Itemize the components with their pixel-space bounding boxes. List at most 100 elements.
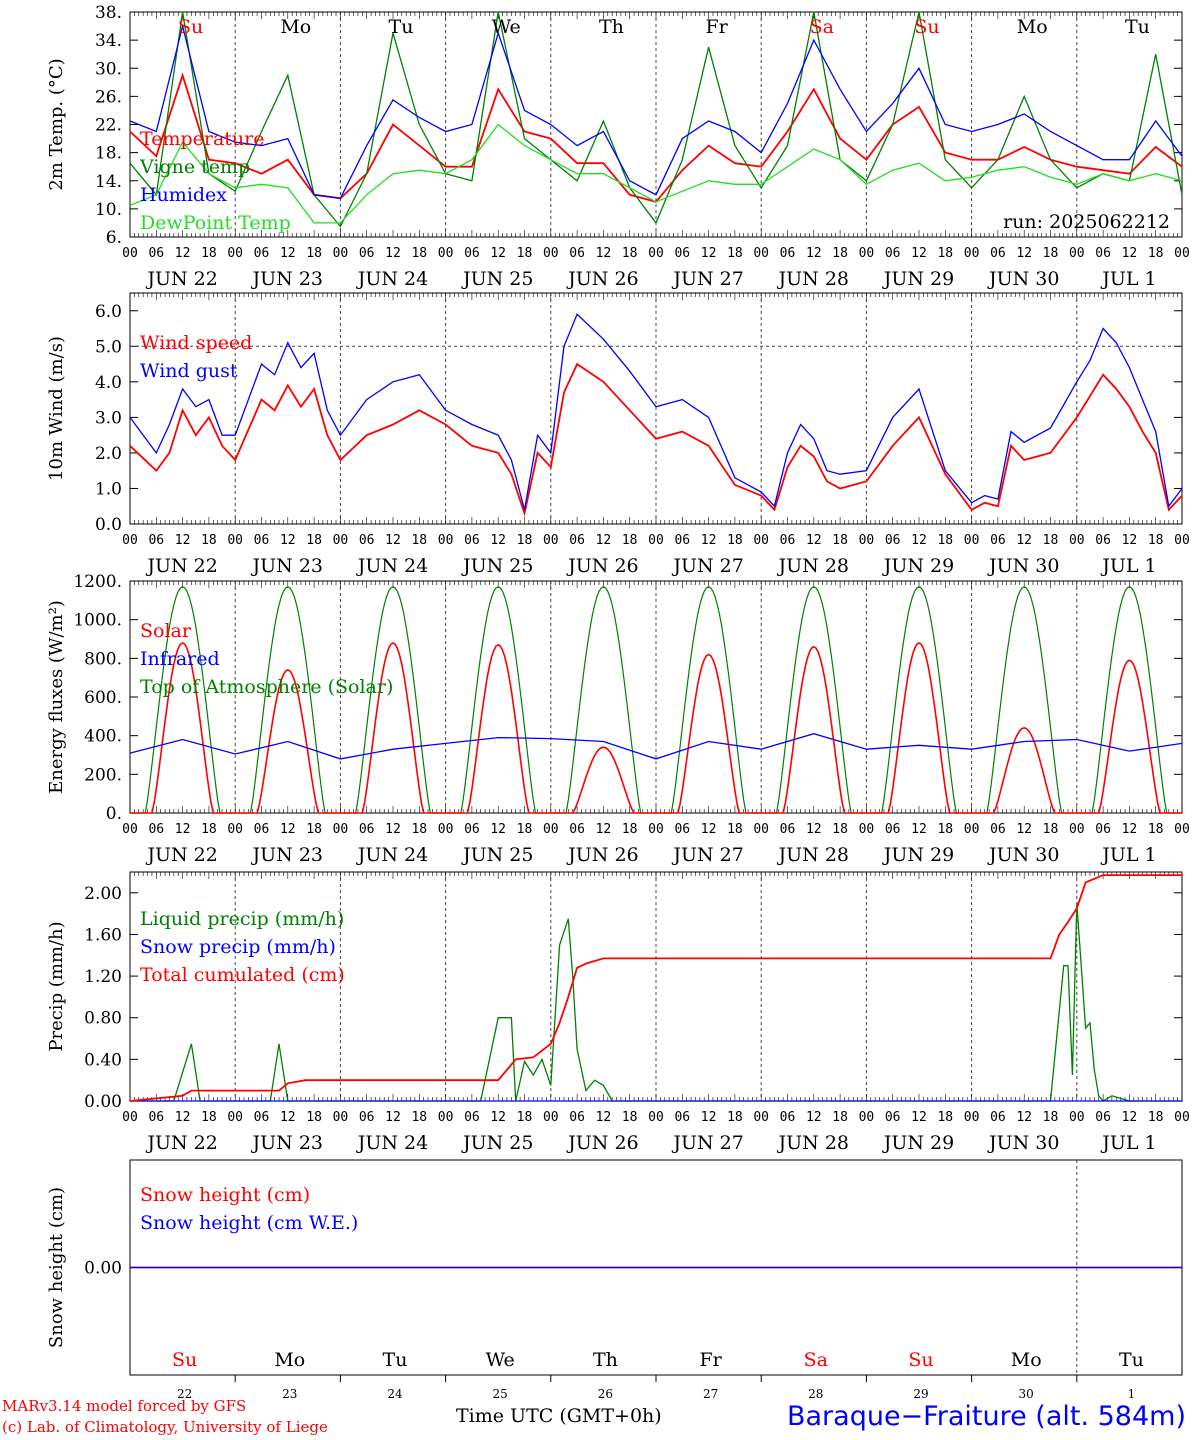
date-label: JUN 27 bbox=[671, 1132, 743, 1154]
hour-tick-label: 06 bbox=[464, 246, 480, 261]
hour-tick-label: 18 bbox=[1148, 533, 1164, 548]
hour-tick-label: 18 bbox=[937, 533, 953, 548]
hour-tick-label: 06 bbox=[990, 533, 1006, 548]
hour-tick-label: 00 bbox=[1069, 533, 1085, 548]
y-axis-label: Snow height (cm) bbox=[46, 1187, 67, 1348]
day-number-label: 22 bbox=[177, 1387, 192, 1400]
hour-tick-label: 18 bbox=[517, 246, 533, 261]
legend-entry: Vigne temp bbox=[139, 156, 250, 178]
day-number-label: 25 bbox=[493, 1387, 508, 1400]
date-label: JUN 28 bbox=[777, 268, 849, 290]
weekday-label: Mo bbox=[1017, 16, 1048, 38]
date-label: JUN 24 bbox=[356, 844, 428, 866]
hour-tick-label: 12 bbox=[490, 1110, 506, 1125]
hour-tick-label: 18 bbox=[411, 246, 427, 261]
series-line-infrared bbox=[129, 733, 1183, 760]
hour-tick-label: 18 bbox=[1148, 822, 1164, 837]
hour-tick-label: 18 bbox=[832, 822, 848, 837]
y-tick-label: 600. bbox=[84, 688, 122, 708]
hour-tick-label: 18 bbox=[1148, 1110, 1164, 1125]
hour-tick-label: 12 bbox=[280, 1110, 296, 1125]
series-line-solar bbox=[130, 641, 1182, 814]
hour-tick-label: 06 bbox=[1095, 1110, 1111, 1125]
hour-tick-label: 12 bbox=[701, 1110, 717, 1125]
hour-tick-label: 06 bbox=[780, 533, 796, 548]
weekday-label: Fr bbox=[705, 16, 728, 38]
hour-tick-label: 00 bbox=[227, 533, 243, 548]
hour-tick-label: 12 bbox=[596, 246, 612, 261]
series-line-wind-gust bbox=[129, 313, 1183, 510]
weekday-label: We bbox=[486, 1349, 515, 1371]
hour-tick-label: 18 bbox=[832, 246, 848, 261]
hour-tick-label: 12 bbox=[175, 246, 191, 261]
hour-tick-label: 06 bbox=[569, 246, 585, 261]
date-label: JUN 29 bbox=[882, 555, 954, 577]
y-axis-label: 2m Temp. (°C) bbox=[46, 58, 67, 190]
hour-tick-label: 00 bbox=[859, 1110, 875, 1125]
hour-tick-label: 18 bbox=[411, 1110, 427, 1125]
weekday-label: Tu bbox=[383, 1349, 408, 1371]
date-label: JUN 25 bbox=[461, 268, 533, 290]
y-tick-label: 1.60 bbox=[84, 925, 122, 945]
hour-tick-label: 12 bbox=[1016, 533, 1032, 548]
y-tick-label: 18. bbox=[95, 144, 122, 164]
y-tick-label: 0.80 bbox=[84, 1009, 122, 1029]
hour-tick-label: 06 bbox=[254, 533, 270, 548]
hour-tick-label: 12 bbox=[280, 533, 296, 548]
series-line-liquid-precip-mm-h- bbox=[130, 903, 1182, 1102]
hour-tick-label: 18 bbox=[622, 822, 638, 837]
y-tick-label: 38. bbox=[95, 3, 122, 23]
date-label: JUL 1 bbox=[1100, 1132, 1156, 1154]
hour-tick-label: 00 bbox=[543, 1110, 559, 1125]
series-line-total-cumulated-cm- bbox=[129, 874, 1182, 1102]
hour-tick-label: 18 bbox=[201, 1110, 217, 1125]
day-number-label: 27 bbox=[703, 1387, 718, 1400]
date-label: JUN 27 bbox=[671, 844, 743, 866]
hour-tick-label: 06 bbox=[254, 246, 270, 261]
series-line-humidex bbox=[129, 25, 1183, 200]
y-tick-label: 800. bbox=[84, 649, 122, 669]
hour-tick-label: 00 bbox=[543, 822, 559, 837]
hour-tick-label: 00 bbox=[964, 246, 980, 261]
hour-tick-label: 18 bbox=[306, 246, 322, 261]
hour-tick-label: 12 bbox=[596, 1110, 612, 1125]
hour-tick-label: 18 bbox=[727, 533, 743, 548]
hour-tick-label: 06 bbox=[1095, 822, 1111, 837]
y-tick-label: 0.00 bbox=[84, 1259, 122, 1279]
hour-tick-label: 06 bbox=[359, 246, 375, 261]
hour-tick-label: 12 bbox=[280, 822, 296, 837]
hour-tick-label: 06 bbox=[569, 533, 585, 548]
hour-tick-label: 00 bbox=[438, 1110, 454, 1125]
hour-tick-label: 06 bbox=[254, 822, 270, 837]
hour-tick-label: 18 bbox=[201, 822, 217, 837]
hour-tick-label: 18 bbox=[727, 1110, 743, 1125]
hour-tick-label: 00 bbox=[648, 1110, 664, 1125]
hour-tick-label: 12 bbox=[911, 533, 927, 548]
hour-tick-label: 00 bbox=[438, 246, 454, 261]
weekday-label: Th bbox=[599, 16, 624, 38]
date-label: JUN 25 bbox=[461, 555, 533, 577]
date-label: JUN 25 bbox=[461, 1132, 533, 1154]
hour-tick-label: 00 bbox=[543, 533, 559, 548]
hour-tick-label: 12 bbox=[385, 822, 401, 837]
hour-tick-label: 06 bbox=[1095, 246, 1111, 261]
hour-tick-label: 12 bbox=[490, 822, 506, 837]
weekday-label: Mo bbox=[1011, 1349, 1042, 1371]
weekday-label: Su bbox=[178, 16, 203, 38]
time-axis-label: Time UTC (GMT+0h) bbox=[456, 1405, 662, 1427]
hour-tick-label: 00 bbox=[543, 246, 559, 261]
hour-tick-label: 12 bbox=[490, 246, 506, 261]
hour-tick-label: 06 bbox=[885, 533, 901, 548]
hour-tick-label: 00 bbox=[227, 246, 243, 261]
panel-3 bbox=[129, 580, 1183, 814]
hour-tick-label: 18 bbox=[1043, 246, 1059, 261]
hour-tick-label: 06 bbox=[990, 1110, 1006, 1125]
hour-tick-label: 06 bbox=[674, 822, 690, 837]
date-label: JUN 22 bbox=[145, 1132, 217, 1154]
hour-tick-label: 00 bbox=[1174, 822, 1190, 837]
y-tick-label: 22. bbox=[95, 116, 122, 136]
hour-tick-label: 06 bbox=[359, 533, 375, 548]
copyright-credit: (c) Lab. of Climatology, University of L… bbox=[2, 1418, 328, 1436]
hour-tick-label: 12 bbox=[701, 822, 717, 837]
hour-tick-label: 18 bbox=[1043, 1110, 1059, 1125]
